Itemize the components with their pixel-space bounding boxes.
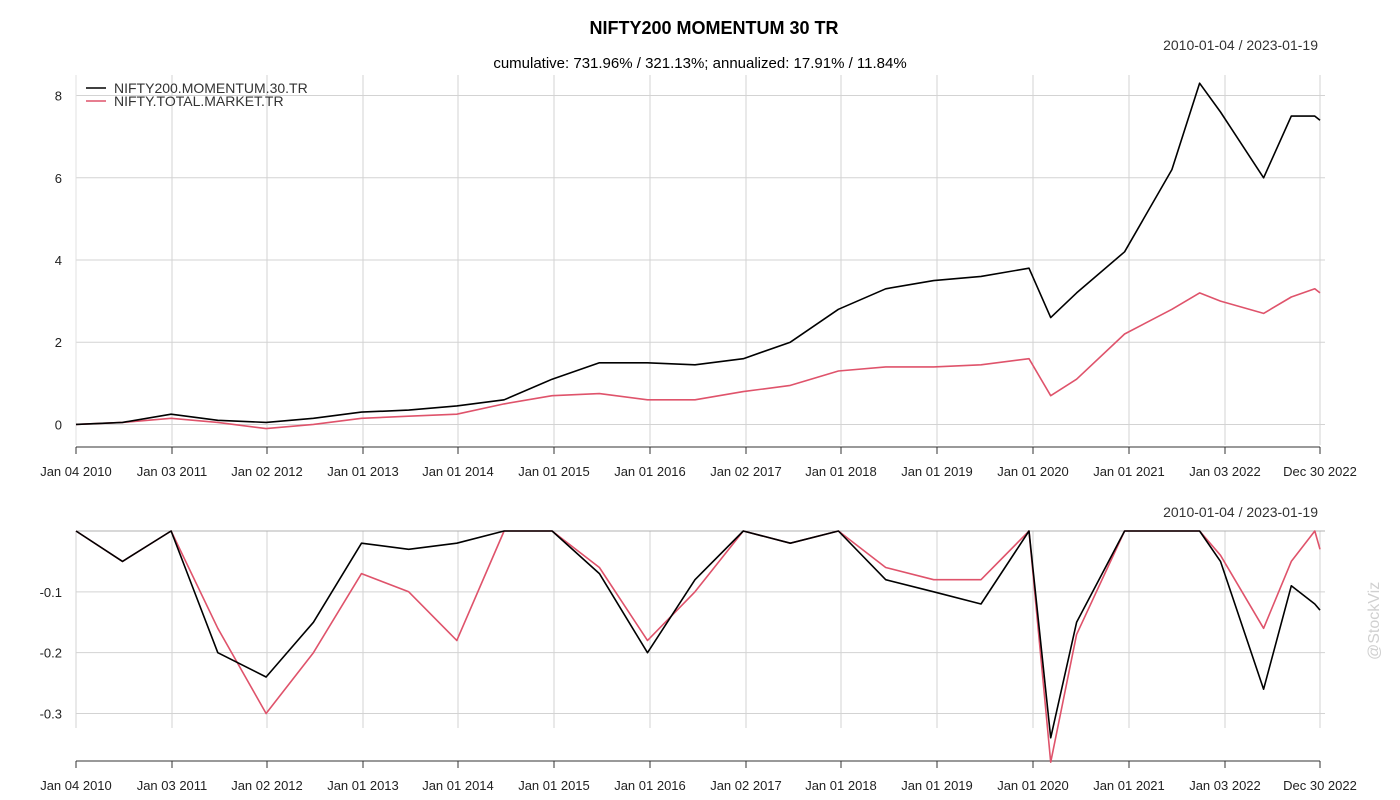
x-tick-label: Jan 01 2015	[518, 464, 590, 479]
date-range-label-top: 2010-01-04 / 2023-01-19	[1163, 37, 1318, 53]
drawdown-panel: -0.1 -0.2 -0.3 Jan 04 2010 Jan 03 2011 Jan 02…	[40, 530, 1357, 793]
series-line-nifty200-momentum-30-tr	[75, 530, 1321, 739]
y-tick-label: 8	[55, 89, 62, 104]
x-tick-label: Jan 04 2010	[40, 778, 112, 793]
x-tick-label: Jan 01 2021	[1093, 464, 1165, 479]
y-tick-label: -0.2	[40, 646, 62, 661]
x-tick-label: Jan 01 2016	[614, 778, 686, 793]
x-tick-label: Jan 01 2014	[422, 778, 494, 793]
x-tick-label: Jan 01 2016	[614, 464, 686, 479]
legend-label: NIFTY200.MOMENTUM.30.TR	[114, 80, 308, 96]
x-tick-label: Jan 02 2012	[231, 778, 303, 793]
x-tick-label: Jan 01 2020	[997, 464, 1069, 479]
x-tick-label: Jan 01 2020	[997, 778, 1069, 793]
x-tick-label: Jan 02 2017	[710, 778, 782, 793]
x-tick-label: Jan 01 2014	[422, 464, 494, 479]
x-tick-label: Jan 01 2013	[327, 778, 399, 793]
x-tick-label: Jan 01 2018	[805, 778, 877, 793]
x-tick-label: Jan 04 2010	[40, 464, 112, 479]
x-tick-label: Dec 30 2022	[1283, 778, 1357, 793]
y-tick-label: 6	[55, 171, 62, 186]
series-line-nifty-total-market-tr	[75, 287, 1321, 430]
series-line-nifty-total-market-tr	[75, 530, 1321, 764]
series-line-nifty200-momentum-30-tr	[75, 82, 1321, 426]
x-tick-label: Jan 03 2022	[1189, 778, 1261, 793]
x-tick-label: Jan 02 2012	[231, 464, 303, 479]
y-tick-label: -0.3	[40, 707, 62, 722]
cumulative-panel: 0 2 4 6 8 Jan 04 2010 Jan 03 2011 Jan 02 2012 Ja…	[40, 75, 1357, 479]
x-tick-label: Jan 01 2015	[518, 778, 590, 793]
y-tick-label: 2	[55, 335, 62, 350]
y-tick-label: -0.1	[40, 585, 62, 600]
x-tick-label: Jan 01 2019	[901, 778, 973, 793]
date-range-label-bottom: 2010-01-04 / 2023-01-19	[1163, 504, 1318, 520]
legend-label: NIFTY.TOTAL.MARKET.TR	[114, 93, 284, 109]
x-tick-label: Jan 01 2021	[1093, 778, 1165, 793]
x-tick-label: Jan 01 2018	[805, 464, 877, 479]
x-tick-label: Jan 03 2022	[1189, 464, 1261, 479]
x-tick-label: Jan 03 2011	[137, 464, 208, 479]
x-tick-label: Jan 01 2019	[901, 464, 973, 479]
x-tick-label: Dec 30 2022	[1283, 464, 1357, 479]
x-tick-label: Jan 01 2013	[327, 464, 399, 479]
y-tick-label: 0	[55, 417, 62, 432]
y-tick-label: 4	[55, 253, 62, 268]
x-tick-label: Jan 02 2017	[710, 464, 782, 479]
chart-title: NIFTY200 MOMENTUM 30 TR	[589, 18, 839, 38]
x-tick-label: Jan 03 2011	[137, 778, 208, 793]
chart-subtitle: cumulative: 731.96% / 321.13%; annualize…	[493, 55, 907, 72]
legend: NIFTY200.MOMENTUM.30.TRNIFTY.TOTAL.MARKE…	[86, 80, 308, 109]
